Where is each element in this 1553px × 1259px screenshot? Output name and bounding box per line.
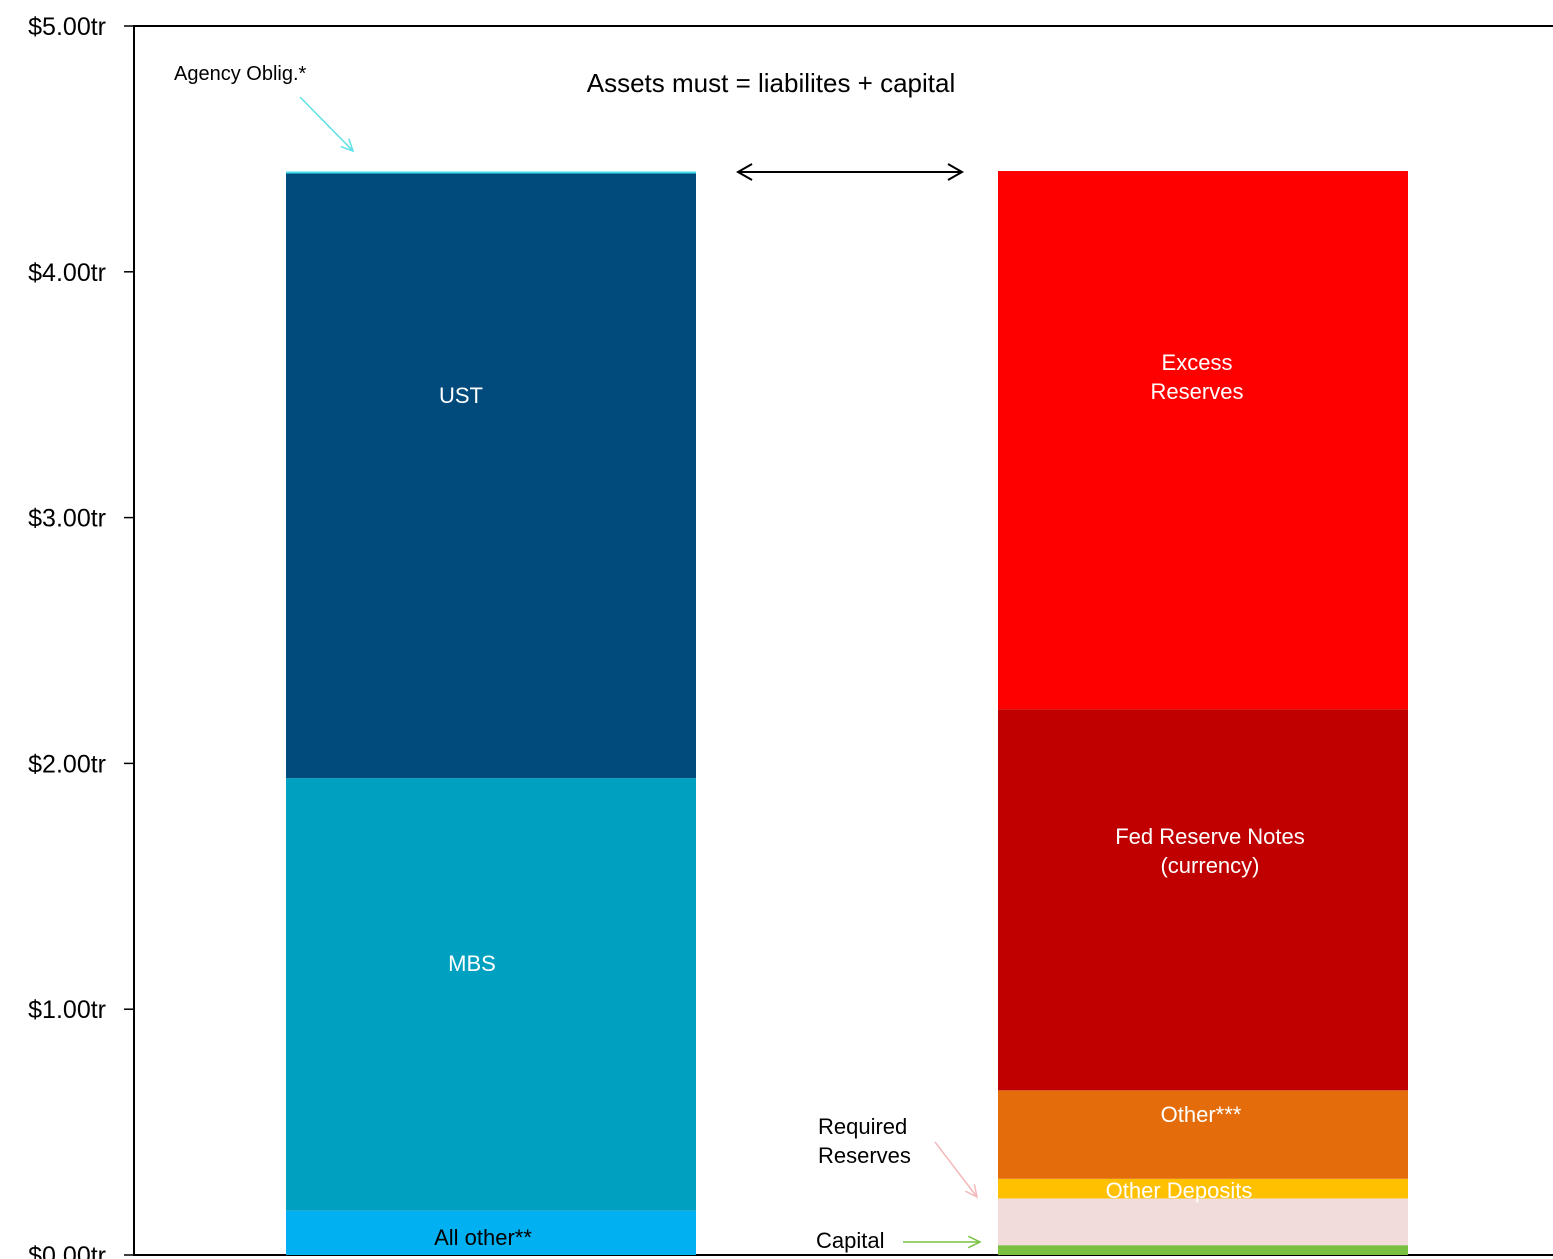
bar-segment-all-other: [286, 1210, 696, 1255]
bar-segment-other: [998, 1090, 1408, 1179]
plot-area-frame: [133, 25, 1553, 1256]
bars: All other** MBS UST Other Deposits Other*** F…: [286, 171, 1408, 1255]
segment-label-mbs: MBS: [448, 951, 496, 976]
segment-label-other: Other***: [1161, 1102, 1242, 1127]
segment-label-ust: UST: [439, 383, 483, 408]
equality-arrow-right-head: [947, 163, 965, 181]
annotations: Assets must = liabilites + capital Agenc…: [174, 63, 982, 1253]
agency-oblig-arrow: [299, 96, 354, 152]
bar-segment-capital: [998, 1245, 1408, 1255]
annotation-required-reserves: Required Reserves: [818, 1114, 911, 1168]
bar-segment-agency-oblig: [286, 171, 696, 174]
segment-label-all-other: All other**: [434, 1225, 532, 1250]
bar-segment-required-reserves: [998, 1198, 1408, 1246]
required-reserves-arrow-head: [965, 1184, 979, 1199]
bar-segment-excess-reserves: [998, 171, 1408, 710]
agency-oblig-arrow-head: [340, 138, 355, 153]
y-tick-label: $2.00tr: [28, 750, 106, 778]
bar-segment-fed-reserve-notes-currency: [998, 709, 1408, 1091]
chart-title: Assets must = liabilites + capital: [587, 68, 956, 98]
annotation-agency-oblig: Agency Oblig.*: [174, 63, 307, 85]
y-tick-label: $5.00tr: [28, 13, 106, 41]
bar-segment-other-deposits: [998, 1178, 1408, 1199]
annotation-capital: Capital: [816, 1228, 884, 1253]
y-axis: $0.00tr $1.00tr $2.00tr $3.00tr $4.00tr $5.00…: [28, 13, 134, 1259]
y-tick-label: $0.00tr: [28, 1242, 106, 1259]
segment-label-excess-reserves: Excess Reserves: [1151, 350, 1244, 404]
y-tick-label: $4.00tr: [28, 259, 106, 287]
required-reserves-arrow: [934, 1141, 978, 1198]
bar-segment-ust: [286, 173, 696, 779]
equality-arrow-left-head: [735, 163, 753, 181]
capital-arrow-head: [967, 1235, 982, 1249]
segment-label-other-deposits: Other Deposits: [1106, 1178, 1253, 1203]
y-tick-label: $3.00tr: [28, 505, 106, 533]
segment-label-fed-reserve-notes-currency: Fed Reserve Notes (currency): [1115, 824, 1305, 878]
bar-segment-mbs: [286, 778, 696, 1211]
y-tick-label: $1.00tr: [28, 996, 106, 1024]
